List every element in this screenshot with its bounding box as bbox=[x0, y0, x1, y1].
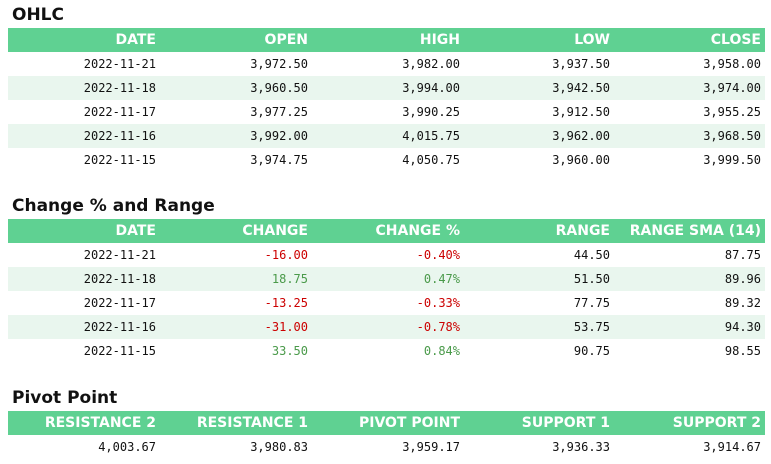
date-cell: 2022-11-21 bbox=[83, 248, 156, 262]
date-cell: 2022-11-18 bbox=[83, 81, 156, 95]
range-cell: 44.50 bbox=[573, 248, 610, 262]
low-cell: 3,942.50 bbox=[552, 81, 610, 95]
column-header: SUPPORT 2 bbox=[672, 415, 761, 431]
table-row: 2022-11-16 3,992.00 4,015.75 3,962.00 3,… bbox=[8, 124, 765, 148]
column-header: CHANGE bbox=[242, 223, 308, 239]
change-cell: -16.00 bbox=[264, 248, 308, 262]
table-row: 2022-11-16 -31.00 -0.78% 53.75 94.30 bbox=[8, 315, 765, 339]
high-cell: 4,015.75 bbox=[402, 129, 460, 143]
date-cell: 2022-11-15 bbox=[83, 153, 156, 167]
close-cell: 3,958.00 bbox=[703, 57, 761, 71]
date-cell: 2022-11-21 bbox=[83, 57, 156, 71]
range-sma-cell: 89.32 bbox=[724, 296, 761, 310]
range-cell: 53.75 bbox=[573, 320, 610, 334]
close-cell: 3,999.50 bbox=[703, 153, 761, 167]
support-2-cell: 3,914.67 bbox=[703, 440, 761, 454]
column-header: DATE bbox=[115, 223, 156, 239]
range-sma-cell: 98.55 bbox=[724, 344, 761, 358]
change-range-table: DATE CHANGE CHANGE % RANGE RANGE SMA (14… bbox=[8, 219, 765, 363]
range-cell: 51.50 bbox=[573, 272, 610, 286]
pivot-table: RESISTANCE 2 RESISTANCE 1 PIVOT POINT SU… bbox=[8, 411, 765, 459]
table-row: 2022-11-21 -16.00 -0.40% 44.50 87.75 bbox=[8, 243, 765, 267]
table-row: 2022-11-15 3,974.75 4,050.75 3,960.00 3,… bbox=[8, 148, 765, 172]
range-sma-cell: 89.96 bbox=[724, 272, 761, 286]
open-cell: 3,974.75 bbox=[250, 153, 308, 167]
change-percent-cell: -0.40% bbox=[416, 248, 460, 262]
high-cell: 3,990.25 bbox=[402, 105, 460, 119]
open-cell: 3,972.50 bbox=[250, 57, 308, 71]
column-header: SUPPORT 1 bbox=[521, 415, 610, 431]
change-cell: -13.25 bbox=[264, 296, 308, 310]
date-cell: 2022-11-16 bbox=[83, 129, 156, 143]
column-header: CHANGE % bbox=[375, 223, 461, 239]
high-cell: 4,050.75 bbox=[402, 153, 460, 167]
column-header: OPEN bbox=[264, 32, 308, 48]
column-header: DATE bbox=[115, 32, 156, 48]
range-sma-cell: 87.75 bbox=[724, 248, 761, 262]
change-range-section: Change % and Range DATE CHANGE CHANGE % … bbox=[8, 193, 765, 363]
open-cell: 3,992.00 bbox=[250, 129, 308, 143]
change-cell: -31.00 bbox=[264, 320, 308, 334]
table-row: 4,003.67 3,980.83 3,959.17 3,936.33 3,91… bbox=[8, 435, 765, 459]
table-row: 2022-11-15 33.50 0.84% 90.75 98.55 bbox=[8, 339, 765, 363]
change-percent-cell: -0.78% bbox=[416, 320, 460, 334]
ohlc-header-row: DATE OPEN HIGH LOW CLOSE bbox=[8, 28, 765, 52]
support-1-cell: 3,936.33 bbox=[552, 440, 610, 454]
pivot-section: Pivot Point RESISTANCE 2 RESISTANCE 1 PI… bbox=[8, 385, 765, 459]
table-row: 2022-11-18 3,960.50 3,994.00 3,942.50 3,… bbox=[8, 76, 765, 100]
close-cell: 3,955.25 bbox=[703, 105, 761, 119]
ohlc-section: OHLC DATE OPEN HIGH LOW CLOSE 2022-11-21… bbox=[8, 2, 765, 172]
table-row: 2022-11-21 3,972.50 3,982.00 3,937.50 3,… bbox=[8, 52, 765, 76]
low-cell: 3,912.50 bbox=[552, 105, 610, 119]
column-header: RANGE SMA (14) bbox=[629, 223, 761, 239]
table-row: 2022-11-17 -13.25 -0.33% 77.75 89.32 bbox=[8, 291, 765, 315]
column-header: LOW bbox=[574, 32, 610, 48]
ohlc-title: OHLC bbox=[12, 5, 64, 25]
change-percent-cell: 0.47% bbox=[423, 272, 460, 286]
column-header: RANGE bbox=[555, 223, 610, 239]
high-cell: 3,994.00 bbox=[402, 81, 460, 95]
low-cell: 3,937.50 bbox=[552, 57, 610, 71]
table-row: 2022-11-18 18.75 0.47% 51.50 89.96 bbox=[8, 267, 765, 291]
column-header: PIVOT POINT bbox=[358, 415, 460, 431]
change-cell: 18.75 bbox=[271, 272, 308, 286]
low-cell: 3,962.00 bbox=[552, 129, 610, 143]
column-header: RESISTANCE 2 bbox=[44, 415, 156, 431]
pivot-header-row: RESISTANCE 2 RESISTANCE 1 PIVOT POINT SU… bbox=[8, 411, 765, 435]
date-cell: 2022-11-15 bbox=[83, 344, 156, 358]
high-cell: 3,982.00 bbox=[402, 57, 460, 71]
column-header: CLOSE bbox=[710, 32, 761, 48]
date-cell: 2022-11-18 bbox=[83, 272, 156, 286]
range-cell: 90.75 bbox=[573, 344, 610, 358]
change-range-header-row: DATE CHANGE CHANGE % RANGE RANGE SMA (14… bbox=[8, 219, 765, 243]
column-header: HIGH bbox=[419, 32, 460, 48]
change-range-title: Change % and Range bbox=[12, 196, 215, 216]
change-cell: 33.50 bbox=[271, 344, 308, 358]
resistance-1-cell: 3,980.83 bbox=[250, 440, 308, 454]
date-cell: 2022-11-17 bbox=[83, 105, 156, 119]
pivot-title: Pivot Point bbox=[12, 388, 118, 408]
open-cell: 3,960.50 bbox=[250, 81, 308, 95]
change-percent-cell: 0.84% bbox=[423, 344, 460, 358]
date-cell: 2022-11-16 bbox=[83, 320, 156, 334]
range-cell: 77.75 bbox=[573, 296, 610, 310]
range-sma-cell: 94.30 bbox=[724, 320, 761, 334]
open-cell: 3,977.25 bbox=[250, 105, 308, 119]
table-row: 2022-11-17 3,977.25 3,990.25 3,912.50 3,… bbox=[8, 100, 765, 124]
pivot-point-cell: 3,959.17 bbox=[402, 440, 460, 454]
resistance-2-cell: 4,003.67 bbox=[98, 440, 156, 454]
low-cell: 3,960.00 bbox=[552, 153, 610, 167]
column-header: RESISTANCE 1 bbox=[196, 415, 308, 431]
change-percent-cell: -0.33% bbox=[416, 296, 460, 310]
close-cell: 3,974.00 bbox=[703, 81, 761, 95]
date-cell: 2022-11-17 bbox=[83, 296, 156, 310]
ohlc-table: DATE OPEN HIGH LOW CLOSE 2022-11-21 3,97… bbox=[8, 28, 765, 172]
close-cell: 3,968.50 bbox=[703, 129, 761, 143]
